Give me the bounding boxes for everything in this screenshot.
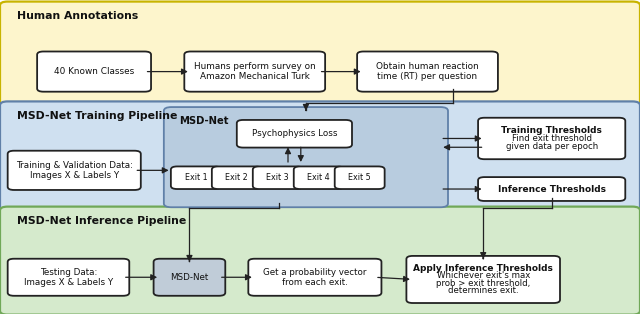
Text: determines exit.: determines exit. xyxy=(448,286,518,295)
FancyBboxPatch shape xyxy=(184,51,325,92)
Text: Testing Data:
Images X & Labels Y: Testing Data: Images X & Labels Y xyxy=(24,268,113,287)
Text: prob > exit threshold,: prob > exit threshold, xyxy=(436,279,531,288)
FancyBboxPatch shape xyxy=(294,166,344,189)
FancyBboxPatch shape xyxy=(248,259,381,296)
FancyBboxPatch shape xyxy=(406,256,560,303)
Text: Find exit threshold: Find exit threshold xyxy=(512,134,591,143)
Text: Human Annotations: Human Annotations xyxy=(17,11,138,21)
FancyBboxPatch shape xyxy=(335,166,385,189)
Text: given data per epoch: given data per epoch xyxy=(506,143,598,151)
FancyBboxPatch shape xyxy=(0,2,640,109)
FancyBboxPatch shape xyxy=(0,207,640,314)
FancyBboxPatch shape xyxy=(8,151,141,190)
FancyBboxPatch shape xyxy=(478,118,625,159)
FancyBboxPatch shape xyxy=(212,166,262,189)
FancyBboxPatch shape xyxy=(357,51,498,92)
FancyBboxPatch shape xyxy=(253,166,303,189)
FancyBboxPatch shape xyxy=(0,101,640,213)
Text: Exit 5: Exit 5 xyxy=(348,173,371,182)
FancyBboxPatch shape xyxy=(154,259,225,296)
FancyBboxPatch shape xyxy=(171,166,221,189)
FancyBboxPatch shape xyxy=(478,177,625,201)
Text: Exit 3: Exit 3 xyxy=(266,173,289,182)
FancyBboxPatch shape xyxy=(8,259,129,296)
Text: MSD-Net Inference Pipeline: MSD-Net Inference Pipeline xyxy=(17,216,186,226)
FancyBboxPatch shape xyxy=(37,51,151,92)
FancyBboxPatch shape xyxy=(164,107,448,207)
FancyBboxPatch shape xyxy=(237,120,352,148)
Text: Get a probability vector
from each exit.: Get a probability vector from each exit. xyxy=(263,268,367,287)
Text: Obtain human reaction
time (RT) per question: Obtain human reaction time (RT) per ques… xyxy=(376,62,479,81)
Text: Whichever exit's max: Whichever exit's max xyxy=(436,271,530,280)
Text: Inference Thresholds: Inference Thresholds xyxy=(498,185,605,193)
Text: Exit 2: Exit 2 xyxy=(225,173,248,182)
Text: 40 Known Classes: 40 Known Classes xyxy=(54,67,134,76)
Text: Training & Validation Data:
Images X & Labels Y: Training & Validation Data: Images X & L… xyxy=(16,161,132,180)
Text: MSD-Net Training Pipeline: MSD-Net Training Pipeline xyxy=(17,111,177,121)
Text: Exit 1: Exit 1 xyxy=(184,173,207,182)
Text: MSD-Net: MSD-Net xyxy=(179,116,228,127)
Text: Exit 4: Exit 4 xyxy=(307,173,330,182)
Text: Psychophysics Loss: Psychophysics Loss xyxy=(252,129,337,138)
Text: Training Thresholds: Training Thresholds xyxy=(501,126,602,134)
Text: Humans perform survey on
Amazon Mechanical Turk: Humans perform survey on Amazon Mechanic… xyxy=(194,62,316,81)
Text: Apply Inference Thresholds: Apply Inference Thresholds xyxy=(413,264,553,273)
Text: MSD-Net: MSD-Net xyxy=(170,273,209,282)
